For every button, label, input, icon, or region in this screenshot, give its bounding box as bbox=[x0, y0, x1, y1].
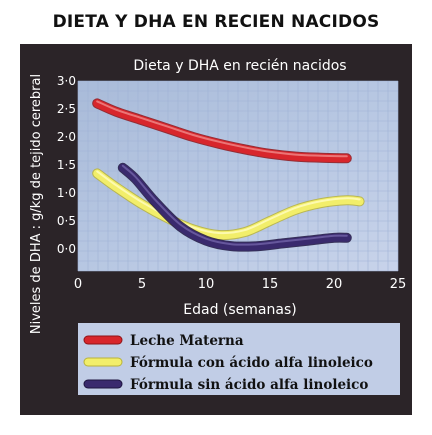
x-tick-label: 15 bbox=[262, 277, 279, 292]
legend-entry: Fórmula con ácido alfa linoleico bbox=[83, 355, 373, 371]
legend: Leche Materna Fórmula con ácido alfa lino… bbox=[83, 333, 373, 393]
y-tick-label: 0·0 bbox=[57, 242, 76, 256]
y-axis-ticks: 0·0 0·5 1·0 1·5 2·0 2·5 3·0 bbox=[57, 74, 76, 256]
legend-box bbox=[78, 323, 400, 395]
series-line-body bbox=[93, 169, 364, 240]
legend-label: Fórmula sin ácido alfa linoleico bbox=[130, 377, 368, 393]
chart-panel: Dieta y DHA en recién nacidos 0·0 0·5 1·0 1… bbox=[20, 44, 412, 415]
series-line-1 bbox=[92, 98, 352, 164]
y-tick-label: 0·5 bbox=[57, 214, 76, 228]
legend-label: Fórmula con ácido alfa linoleico bbox=[130, 355, 373, 371]
series-line-body bbox=[118, 163, 351, 251]
series-lines bbox=[92, 98, 365, 252]
legend-label: Leche Materna bbox=[130, 333, 244, 349]
series-line-body bbox=[93, 99, 351, 163]
y-tick-label: 3·0 bbox=[57, 74, 76, 88]
legend-entry: Fórmula sin ácido alfa linoleico bbox=[83, 377, 368, 393]
grid bbox=[77, 80, 399, 272]
y-axis-label: Niveles de DHA : g/kg de tejido cerebral bbox=[29, 74, 44, 334]
series-line-3 bbox=[117, 162, 352, 252]
x-tick-label: 0 bbox=[74, 277, 82, 292]
x-tick-label: 5 bbox=[138, 277, 146, 292]
y-tick-label: 2·5 bbox=[57, 102, 76, 116]
chart: Dieta y DHA en recién nacidos 0·0 0·5 1·0 1… bbox=[29, 58, 406, 395]
y-tick-label: 1·5 bbox=[57, 158, 76, 172]
series-line-2 bbox=[92, 168, 365, 241]
series-line-highlight bbox=[96, 100, 348, 158]
series-line-highlight bbox=[121, 164, 348, 246]
x-tick-label: 25 bbox=[390, 277, 407, 292]
x-axis-ticks: 0 5 10 15 20 25 bbox=[74, 277, 406, 292]
y-tick-label: 2·0 bbox=[57, 130, 76, 144]
series-line-highlight bbox=[96, 170, 361, 235]
page-title: DIETA Y DHA EN RECIEN NACIDOS bbox=[52, 12, 380, 32]
chart-title: Dieta y DHA en recién nacidos bbox=[133, 58, 346, 74]
x-tick-label: 10 bbox=[198, 277, 215, 292]
y-tick-label: 1·0 bbox=[57, 186, 76, 200]
legend-entry: Leche Materna bbox=[83, 333, 244, 349]
x-tick-label: 20 bbox=[326, 277, 343, 292]
x-axis-label: Edad (semanas) bbox=[183, 302, 296, 318]
